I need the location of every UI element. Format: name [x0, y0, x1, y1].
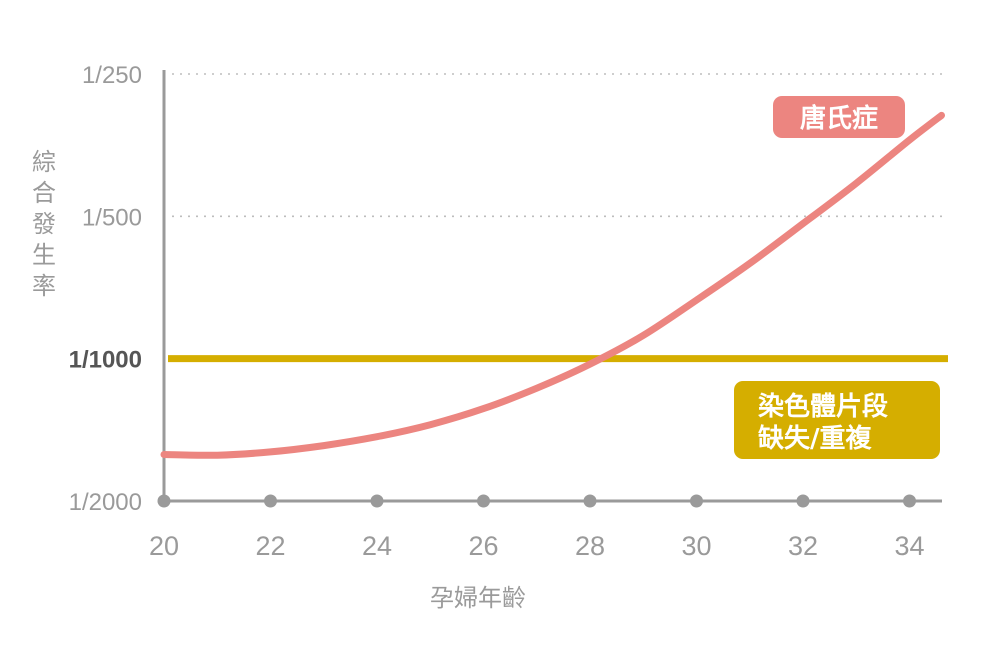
- y-tick-label: 1/2000: [69, 489, 142, 516]
- y-axis-label: 綜合發生率: [32, 148, 56, 300]
- axes: [162, 70, 942, 503]
- down-syndrome-tag: 唐氏症: [773, 96, 905, 138]
- x-tick-labels: 20 22 24 26 28 30 32 34: [149, 531, 925, 561]
- x-tick-dot: [583, 494, 597, 508]
- y-tick-label: 1/500: [82, 204, 142, 231]
- x-tick-label: 26: [468, 531, 498, 561]
- microdeletion-tag-line2: 缺失/重複: [758, 423, 872, 454]
- x-axis-label: 孕婦年齡: [430, 584, 526, 612]
- series-line-down-syndrome: [160, 111, 945, 459]
- series-layer: [160, 111, 948, 459]
- x-tick-label: 24: [362, 531, 392, 561]
- microdeletion-tag-line1: 染色體片段: [758, 391, 888, 422]
- x-tick-dot: [157, 494, 171, 508]
- grid-lines: [172, 73, 945, 218]
- x-tick-label: 20: [149, 531, 179, 561]
- y-tick-label: 1/1000: [69, 347, 142, 374]
- x-tick-dots: [157, 494, 916, 508]
- x-tick-dot: [796, 494, 810, 508]
- x-tick-label: 34: [894, 531, 924, 561]
- x-tick-label: 30: [681, 531, 711, 561]
- x-tick-label: 32: [788, 531, 818, 561]
- down-syndrome-tag-label: 唐氏症: [800, 103, 878, 134]
- y-tick-label: 1/250: [82, 62, 142, 89]
- x-tick-dot: [477, 494, 490, 508]
- x-tick-dot: [370, 494, 384, 508]
- y-tick-labels: 1/250 1/500 1/1000 1/2000: [69, 62, 142, 516]
- x-tick-dot: [264, 494, 277, 508]
- x-tick-dot: [690, 494, 703, 508]
- x-tick-dot: [903, 494, 916, 508]
- microdeletion-tag: 染色體片段 缺失/重複: [734, 381, 940, 459]
- x-tick-label: 22: [255, 531, 285, 561]
- x-tick-label: 28: [575, 531, 605, 561]
- microdeletion-tag-bg: [734, 381, 940, 459]
- down-syndrome-tag-bg: [773, 96, 905, 138]
